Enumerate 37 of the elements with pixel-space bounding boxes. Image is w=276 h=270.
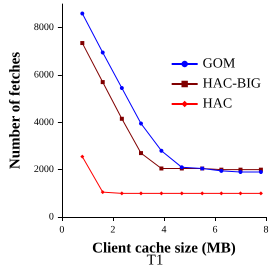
y-tick-label: 8000 (34, 22, 54, 34)
x-tick-label: 4 (161, 224, 166, 236)
y-tick-label: 6000 (34, 70, 54, 80)
point (100, 190, 105, 194)
point (138, 191, 143, 196)
point (100, 50, 105, 55)
legend-label: HAC-BIG (202, 76, 262, 92)
point (238, 170, 242, 174)
x-tick-label: 6 (212, 224, 218, 236)
point (258, 191, 263, 196)
y-tick-label: 4000 (34, 116, 54, 128)
point (159, 148, 164, 153)
point (120, 86, 124, 90)
point (100, 80, 105, 84)
point (219, 191, 224, 196)
y-tick-label: 0 (48, 212, 54, 222)
point (200, 191, 204, 196)
point (138, 122, 143, 126)
y-tick-label: 2000 (34, 164, 54, 176)
point (80, 41, 84, 46)
point (120, 116, 124, 121)
y-axis-title: Number of fetches (8, 52, 24, 170)
point (238, 191, 242, 196)
point (258, 170, 263, 174)
legend-label: HAC (202, 96, 232, 112)
text: T1 (146, 252, 164, 268)
point (80, 154, 84, 159)
x-tick-label: 2 (110, 224, 116, 236)
point (159, 191, 164, 196)
x-tick-label: 8 (264, 224, 268, 236)
x-tick-label: 0 (59, 224, 64, 236)
point (180, 191, 184, 196)
point (120, 191, 124, 196)
point (159, 166, 164, 170)
point (138, 151, 143, 156)
point (80, 11, 84, 16)
legend-label: GOM (202, 56, 236, 72)
